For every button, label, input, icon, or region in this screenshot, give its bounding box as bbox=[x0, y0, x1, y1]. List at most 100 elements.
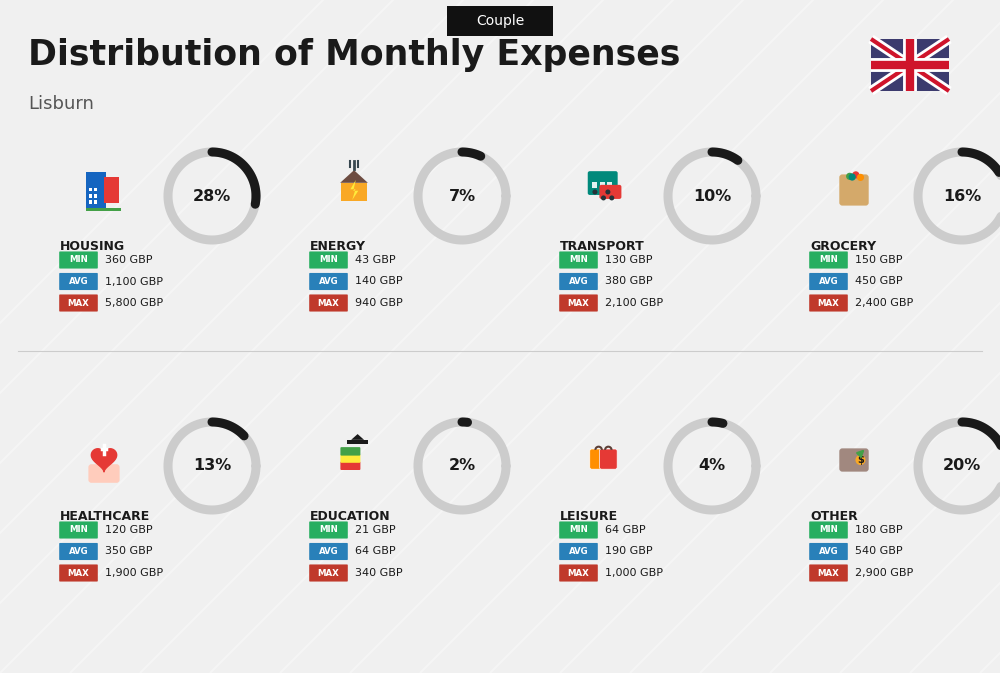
Text: AVG: AVG bbox=[569, 547, 588, 556]
Text: MAX: MAX bbox=[818, 299, 839, 308]
FancyBboxPatch shape bbox=[839, 448, 869, 472]
FancyBboxPatch shape bbox=[871, 39, 949, 91]
Text: OTHER: OTHER bbox=[810, 510, 858, 523]
FancyBboxPatch shape bbox=[447, 6, 552, 36]
FancyBboxPatch shape bbox=[809, 522, 848, 538]
Text: HEALTHCARE: HEALTHCARE bbox=[60, 510, 150, 523]
Circle shape bbox=[849, 174, 856, 180]
FancyBboxPatch shape bbox=[59, 522, 98, 538]
Polygon shape bbox=[351, 434, 364, 440]
Circle shape bbox=[846, 173, 853, 180]
Text: MIN: MIN bbox=[69, 526, 88, 534]
FancyBboxPatch shape bbox=[559, 252, 598, 269]
Text: 2%: 2% bbox=[448, 458, 476, 474]
Circle shape bbox=[605, 190, 610, 194]
FancyBboxPatch shape bbox=[340, 462, 360, 470]
Text: MAX: MAX bbox=[68, 569, 89, 577]
Text: MIN: MIN bbox=[569, 256, 588, 264]
FancyBboxPatch shape bbox=[309, 522, 348, 538]
Text: MAX: MAX bbox=[818, 569, 839, 577]
FancyBboxPatch shape bbox=[341, 183, 367, 201]
Text: MIN: MIN bbox=[319, 256, 338, 264]
FancyBboxPatch shape bbox=[809, 565, 848, 581]
Text: Lisburn: Lisburn bbox=[28, 95, 94, 113]
Text: 140 GBP: 140 GBP bbox=[355, 277, 403, 287]
Text: 28%: 28% bbox=[193, 188, 231, 203]
FancyBboxPatch shape bbox=[59, 543, 98, 560]
Text: ENERGY: ENERGY bbox=[310, 240, 366, 253]
FancyBboxPatch shape bbox=[104, 177, 119, 203]
Text: LEISURE: LEISURE bbox=[560, 510, 618, 523]
FancyBboxPatch shape bbox=[59, 295, 98, 312]
FancyBboxPatch shape bbox=[559, 565, 598, 581]
FancyBboxPatch shape bbox=[59, 565, 98, 581]
FancyBboxPatch shape bbox=[309, 252, 348, 269]
FancyBboxPatch shape bbox=[590, 449, 607, 469]
FancyBboxPatch shape bbox=[309, 565, 348, 581]
Text: AVG: AVG bbox=[819, 547, 838, 556]
FancyBboxPatch shape bbox=[89, 201, 92, 204]
Text: 7%: 7% bbox=[448, 188, 476, 203]
Circle shape bbox=[592, 190, 597, 194]
FancyBboxPatch shape bbox=[309, 273, 348, 290]
Circle shape bbox=[852, 172, 859, 178]
FancyBboxPatch shape bbox=[59, 252, 98, 269]
Text: 350 GBP: 350 GBP bbox=[105, 546, 152, 557]
FancyBboxPatch shape bbox=[600, 182, 605, 188]
FancyBboxPatch shape bbox=[94, 194, 97, 198]
Text: MAX: MAX bbox=[568, 569, 589, 577]
Text: MAX: MAX bbox=[318, 299, 339, 308]
Text: 940 GBP: 940 GBP bbox=[355, 298, 403, 308]
FancyBboxPatch shape bbox=[559, 295, 598, 312]
Text: GROCERY: GROCERY bbox=[810, 240, 876, 253]
FancyBboxPatch shape bbox=[340, 447, 360, 456]
Text: 180 GBP: 180 GBP bbox=[855, 525, 903, 535]
Text: 13%: 13% bbox=[193, 458, 231, 474]
Text: MIN: MIN bbox=[819, 526, 838, 534]
Text: 1,900 GBP: 1,900 GBP bbox=[105, 568, 163, 578]
Text: 10%: 10% bbox=[693, 188, 731, 203]
FancyBboxPatch shape bbox=[94, 201, 97, 204]
FancyBboxPatch shape bbox=[340, 454, 360, 463]
Text: Couple: Couple bbox=[476, 14, 524, 28]
Text: 130 GBP: 130 GBP bbox=[605, 255, 652, 265]
Text: 540 GBP: 540 GBP bbox=[855, 546, 903, 557]
Text: AVG: AVG bbox=[69, 277, 88, 286]
Text: 2,100 GBP: 2,100 GBP bbox=[605, 298, 663, 308]
FancyBboxPatch shape bbox=[809, 252, 848, 269]
FancyBboxPatch shape bbox=[86, 208, 121, 211]
Text: 2,400 GBP: 2,400 GBP bbox=[855, 298, 913, 308]
Text: AVG: AVG bbox=[569, 277, 588, 286]
FancyBboxPatch shape bbox=[599, 185, 621, 199]
Text: TRANSPORT: TRANSPORT bbox=[560, 240, 645, 253]
Text: AVG: AVG bbox=[319, 547, 338, 556]
FancyBboxPatch shape bbox=[89, 194, 92, 198]
FancyBboxPatch shape bbox=[94, 188, 97, 191]
Text: Distribution of Monthly Expenses: Distribution of Monthly Expenses bbox=[28, 38, 680, 72]
Circle shape bbox=[855, 455, 866, 465]
Text: MIN: MIN bbox=[69, 256, 88, 264]
Text: 360 GBP: 360 GBP bbox=[105, 255, 152, 265]
FancyBboxPatch shape bbox=[607, 182, 612, 188]
FancyBboxPatch shape bbox=[88, 464, 120, 483]
Text: MAX: MAX bbox=[568, 299, 589, 308]
FancyBboxPatch shape bbox=[59, 273, 98, 290]
Text: MIN: MIN bbox=[569, 526, 588, 534]
Text: 1,100 GBP: 1,100 GBP bbox=[105, 277, 163, 287]
Text: 16%: 16% bbox=[943, 188, 981, 203]
Text: 43 GBP: 43 GBP bbox=[355, 255, 396, 265]
Text: MAX: MAX bbox=[68, 299, 89, 308]
Text: 5,800 GBP: 5,800 GBP bbox=[105, 298, 163, 308]
FancyBboxPatch shape bbox=[599, 449, 617, 469]
FancyBboxPatch shape bbox=[559, 543, 598, 560]
FancyBboxPatch shape bbox=[86, 172, 106, 208]
Text: 64 GBP: 64 GBP bbox=[605, 525, 646, 535]
Text: 64 GBP: 64 GBP bbox=[355, 546, 396, 557]
Polygon shape bbox=[350, 180, 358, 200]
Circle shape bbox=[601, 195, 606, 201]
Text: 190 GBP: 190 GBP bbox=[605, 546, 653, 557]
FancyBboxPatch shape bbox=[559, 522, 598, 538]
FancyBboxPatch shape bbox=[588, 171, 618, 195]
Text: AVG: AVG bbox=[69, 547, 88, 556]
Text: 450 GBP: 450 GBP bbox=[855, 277, 903, 287]
